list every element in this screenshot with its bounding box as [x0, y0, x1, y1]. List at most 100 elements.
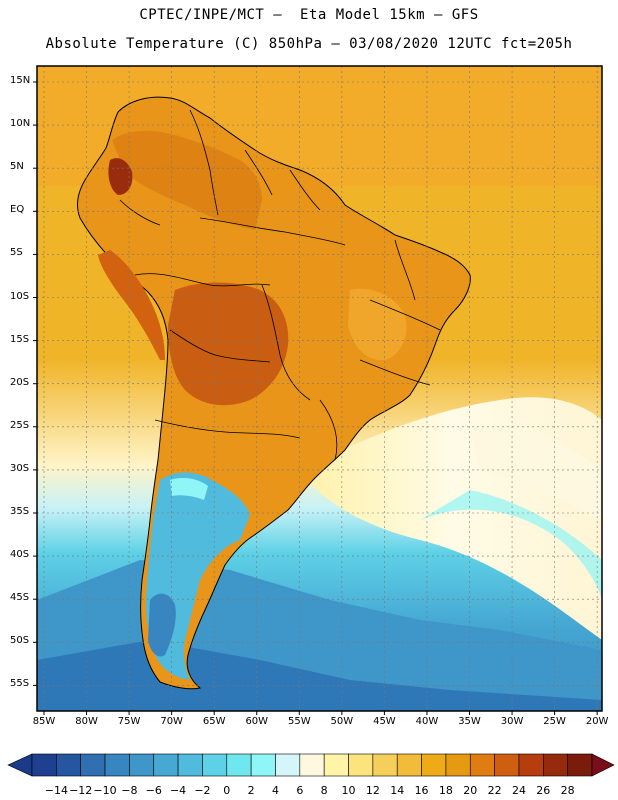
longitude-label: 70W	[160, 716, 183, 727]
chaco-hot-core	[168, 282, 289, 406]
colorbar-swatch	[543, 753, 568, 777]
graticule	[37, 66, 602, 711]
longitude-label: 55W	[287, 716, 311, 727]
latitude-label: 5S	[10, 247, 23, 259]
longitude-label: 20W	[585, 716, 609, 727]
colorbar-label: 2	[247, 784, 255, 797]
latitude-label: 20S	[10, 376, 30, 388]
latitude-label: 25S	[10, 419, 30, 431]
longitude-label: 25W	[543, 716, 566, 727]
colorbar-swatch	[421, 753, 447, 777]
colorbar-swatch	[372, 753, 398, 777]
polar-ocean	[37, 640, 602, 711]
andes-hot-spot	[108, 158, 133, 195]
colorbar	[7, 753, 615, 777]
far-south-ocean	[37, 560, 602, 711]
colorbar-label: −8	[121, 784, 138, 797]
colorbar-swatch	[250, 753, 276, 777]
colorbar-label: 18	[438, 784, 453, 797]
latitude-label: 15S	[10, 333, 30, 345]
atlantic-pale-band	[470, 427, 602, 520]
colorbar-swatch	[494, 753, 520, 777]
patagonia-cold-area	[145, 472, 250, 680]
colorbar-swatch	[153, 753, 179, 777]
colorbar-swatch	[469, 753, 495, 777]
colorbar-label: −2	[194, 784, 211, 797]
colorbar-swatch	[396, 753, 422, 777]
north-atlantic-band	[37, 66, 602, 186]
warm-ocean-base	[37, 66, 602, 711]
longitude-label: 40W	[415, 716, 439, 727]
colorbar-label: 28	[560, 784, 575, 797]
colorbar-swatch	[202, 753, 228, 777]
colorbar-label: −12	[69, 784, 93, 797]
colorbar-label: 26	[536, 784, 551, 797]
colorbar-label: −4	[169, 784, 187, 797]
colorbar-over-arrow	[591, 753, 615, 777]
longitude-label: 35W	[458, 716, 481, 727]
map-subtitle: Absolute Temperature (C) 850hPa – 03/08/…	[45, 36, 573, 52]
colorbar-label: 10	[341, 784, 356, 797]
latitude-label: 5N	[10, 161, 24, 173]
colorbar-swatch	[299, 753, 325, 777]
atlantic-cool-patch	[420, 490, 602, 600]
colorbar-swatch	[518, 753, 544, 777]
longitude-label: 75W	[117, 716, 141, 727]
latitude-label: 55S	[10, 678, 30, 690]
west-hot-band	[98, 250, 165, 360]
colorbar-swatch	[275, 753, 301, 777]
longitude-label: 80W	[75, 716, 98, 727]
latitude-label: 45S	[10, 592, 30, 604]
patagonia-cyan-edge	[170, 478, 208, 500]
political-borders	[119, 109, 441, 461]
colorbar-label: 20	[463, 784, 478, 797]
temperature-field	[37, 66, 602, 711]
colorbar-swatch	[104, 753, 130, 777]
colorbar-label: −10	[93, 784, 117, 797]
longitude-label: 60W	[245, 716, 269, 727]
map-frame	[36, 65, 603, 712]
south-america-landmass	[77, 96, 471, 690]
colorbar-label: 4	[271, 784, 279, 797]
colorbar-label: −14	[44, 784, 68, 797]
colorbar-swatch	[56, 753, 81, 777]
colorbar-label: 22	[487, 784, 502, 797]
southern-tip-cold	[148, 593, 176, 657]
colorbar-label: 0	[223, 784, 231, 797]
longitude-label: 65W	[202, 716, 226, 727]
colorbar-swatch	[348, 753, 374, 777]
latitude-label: 10S	[10, 290, 30, 302]
longitude-label: 30W	[500, 716, 524, 727]
latitude-label: EQ	[10, 204, 25, 216]
latitude-label: 15N	[10, 75, 31, 86]
latitude-label: 40S	[10, 549, 30, 561]
latitude-label: 50S	[10, 635, 30, 647]
colorbar-label: 8	[320, 784, 328, 797]
longitude-label: 50W	[330, 716, 354, 727]
colorbar-label: 6	[296, 784, 304, 797]
colorbar-swatch	[323, 753, 349, 777]
colorbar-label: 16	[414, 784, 429, 797]
colorbar-swatch	[567, 753, 593, 777]
colorbar-label: 24	[511, 784, 526, 797]
colorbar-swatch	[445, 753, 471, 777]
longitude-label: 45W	[373, 716, 396, 727]
south-atlantic-warm-tongue	[300, 397, 602, 640]
colorbar-swatch	[80, 753, 106, 777]
colorbar-swatch	[31, 753, 57, 777]
longitude-label: 85W	[32, 716, 56, 727]
colorbar-swatch	[129, 753, 155, 777]
latitude-label: 30S	[10, 462, 30, 474]
latitude-label: 35S	[10, 506, 30, 517]
northern-hot-area	[112, 130, 262, 230]
colorbar-label: 14	[390, 784, 405, 797]
colorbar-label: −6	[145, 784, 162, 797]
colorbar-swatch	[177, 753, 203, 777]
map-title: CPTEC/INPE/MCT – Eta Model 15km – GFS	[139, 7, 479, 23]
colorbar-swatch	[226, 753, 252, 777]
brazil-cooler-patch	[348, 288, 407, 361]
latitude-label: 10N	[10, 118, 31, 130]
colorbar-under-arrow	[7, 753, 33, 777]
south-ocean-gradient	[37, 360, 602, 711]
